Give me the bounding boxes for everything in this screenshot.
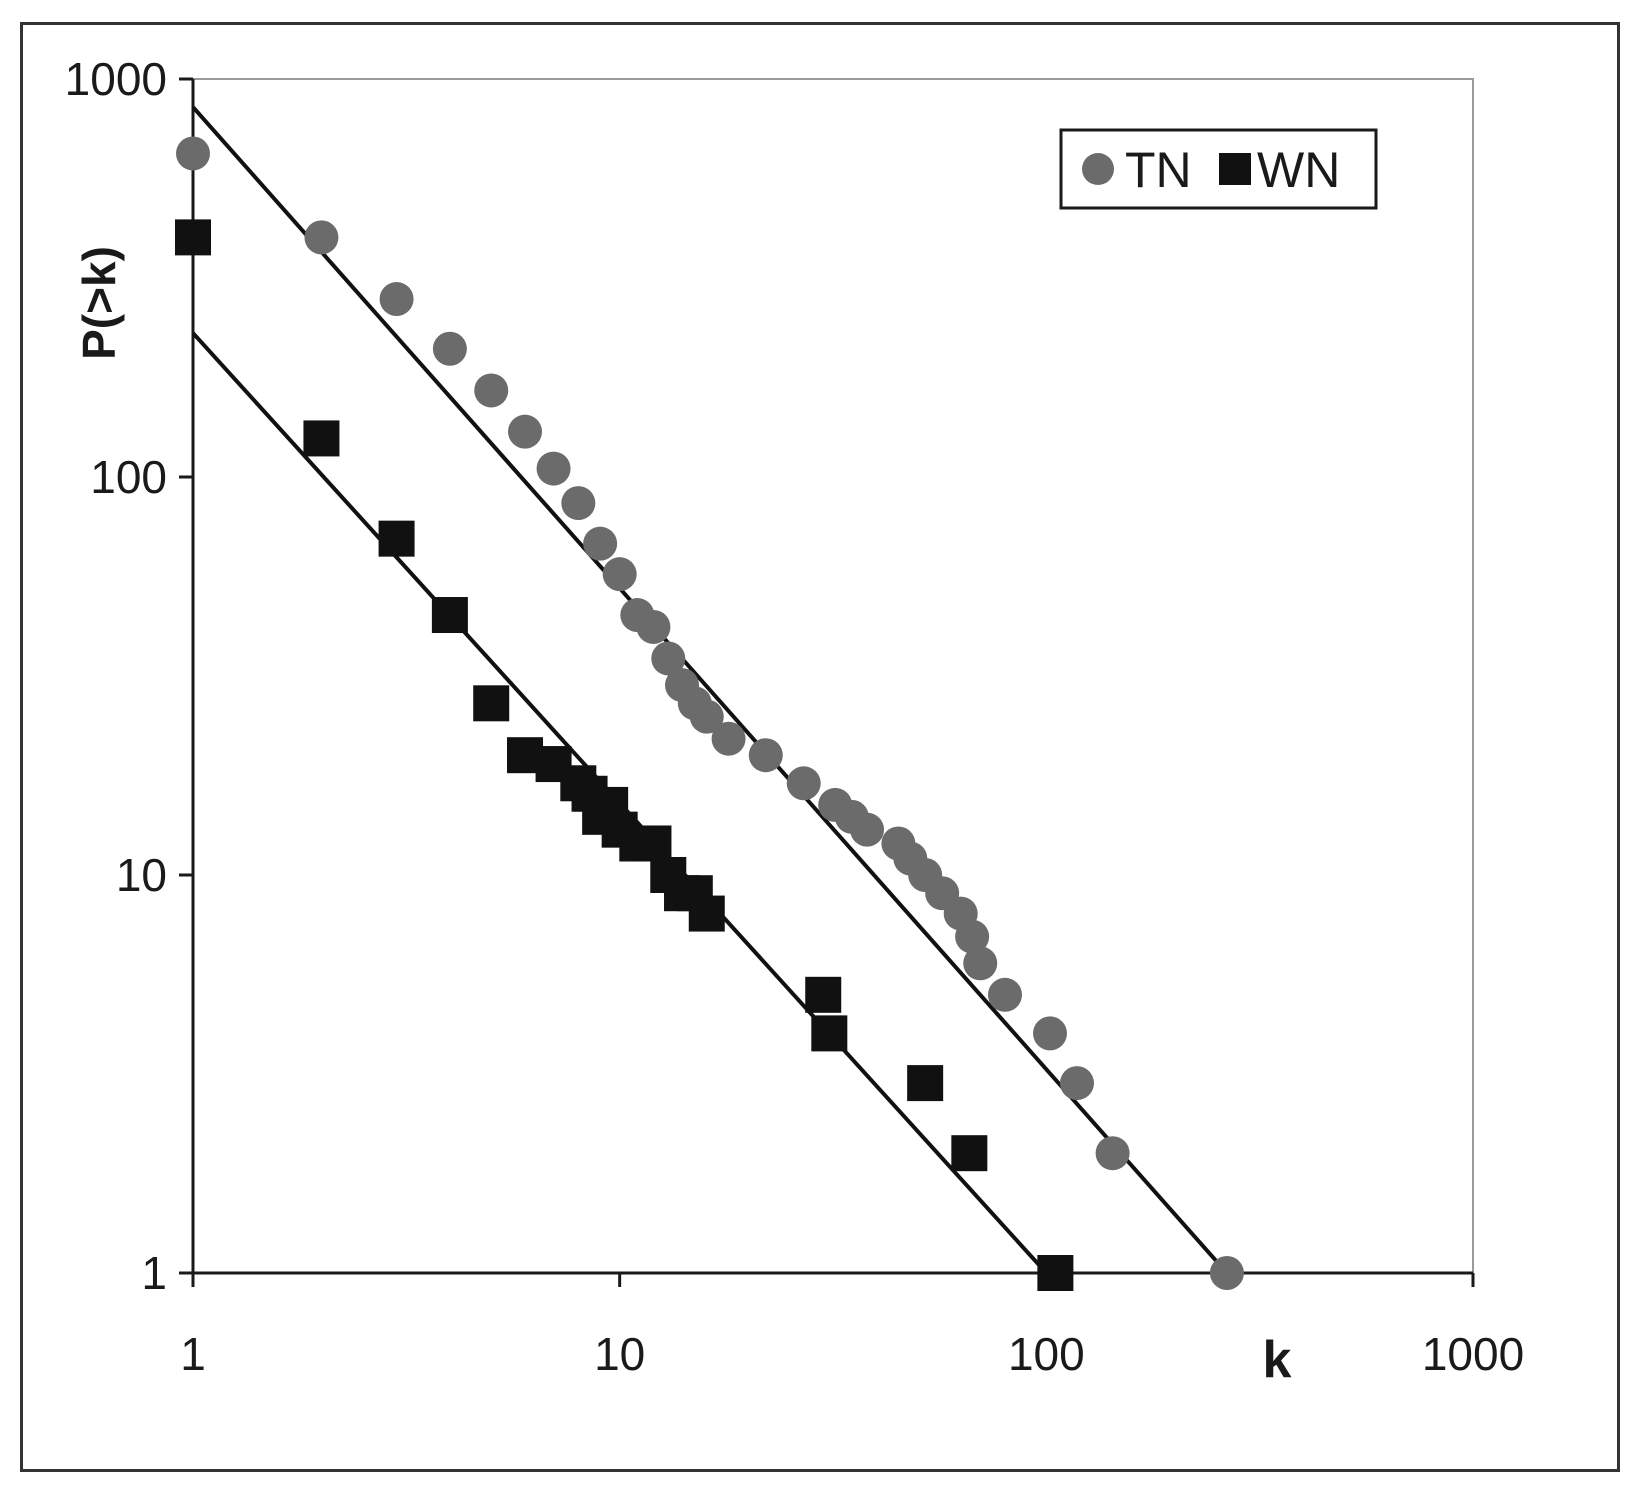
tn-point [602,557,637,592]
y-tick-label: 100 [90,451,167,503]
tn-point [955,919,990,954]
wn-point [303,420,340,457]
x-tick-label: 10 [594,1328,645,1380]
legend-wn-marker [1219,153,1251,185]
y-tick-label: 1000 [65,53,167,105]
tn-point [561,486,596,521]
tn-point [711,721,746,756]
plot-area-border [192,78,1474,1274]
chart-frame: P(>k) k 1 10 100 1000 1 10 100 1000 TN WN [20,22,1620,1472]
tn-point [689,699,724,734]
tn-fit-line [191,105,1229,1275]
wn-point [951,1135,988,1172]
wn-point [811,1015,848,1052]
wn-point [1037,1255,1074,1291]
tn-point [636,609,671,644]
wn-point [907,1065,944,1102]
log-log-chart: P(>k) k 1 10 100 1000 1 10 100 1000 TN WN [65,53,1525,1389]
tn-point [176,136,210,171]
x-tick-label: 100 [1008,1328,1085,1380]
tn-point [536,451,571,486]
wn-point [688,895,725,932]
legend: TN WN [1059,128,1378,210]
tn-point [583,526,618,561]
wn-point [635,825,672,862]
wn-point [473,685,510,722]
y-axis-title: P(>k) [73,246,125,360]
tn-point [379,282,414,317]
x-axis-title: k [1263,1331,1292,1389]
tn-point [432,331,467,366]
x-tick-label: 1 [180,1328,206,1380]
legend-tn-marker [1082,153,1114,185]
wn-point [378,520,415,557]
legend-tn-label: TN [1125,142,1192,198]
tn-point [1095,1136,1130,1171]
tn-point [1209,1256,1244,1290]
y-tick-label: 10 [116,849,167,901]
tn-point [474,373,509,408]
tn-point [651,641,686,676]
y-tick-label: 1 [141,1247,167,1299]
legend-wn-label: WN [1257,142,1340,198]
tn-point [850,812,885,847]
tn-point [987,977,1022,1012]
tn-point [963,946,998,981]
tn-point [304,220,339,255]
wn-point [431,597,468,634]
tn-point [1033,1016,1068,1051]
x-tick-label: 1000 [1422,1328,1524,1380]
tn-point [748,738,783,773]
wn-point [805,976,842,1013]
tn-point [1060,1066,1095,1101]
tn-point [786,766,821,801]
tn-point [508,414,543,449]
wn-point [175,219,211,256]
